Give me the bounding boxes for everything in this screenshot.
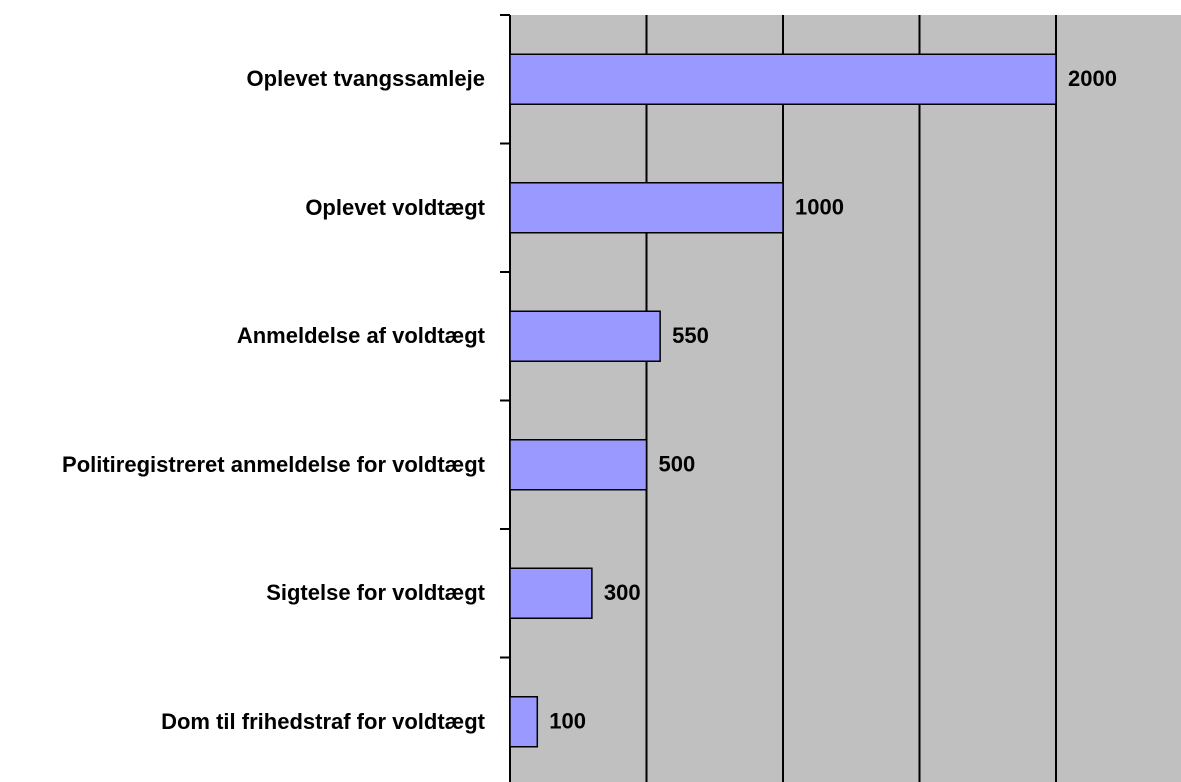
category-label: Politiregistreret anmeldelse for voldtæg…: [62, 451, 485, 477]
category-label: Oplevet voldtægt: [305, 194, 485, 220]
category-label: Dom til frihedstraf for voldtægt: [161, 708, 485, 734]
value-label: 300: [604, 580, 641, 605]
plot-area: [510, 15, 1181, 782]
value-label: 100: [549, 709, 586, 734]
value-label: 1000: [795, 195, 844, 220]
bar: [509, 696, 539, 748]
category-label: Anmeldelse af voldtægt: [236, 323, 485, 349]
bar: [509, 310, 661, 362]
value-label: 2000: [1068, 66, 1117, 91]
value-label: 500: [659, 452, 696, 477]
bar: [509, 182, 784, 234]
category-label: Oplevet tvangssamleje: [246, 66, 485, 92]
bar: [509, 439, 648, 491]
value-label: 550: [672, 323, 709, 348]
category-label: Sigtelse for voldtægt: [266, 580, 485, 606]
bar: [509, 567, 593, 619]
bar: [509, 53, 1057, 105]
